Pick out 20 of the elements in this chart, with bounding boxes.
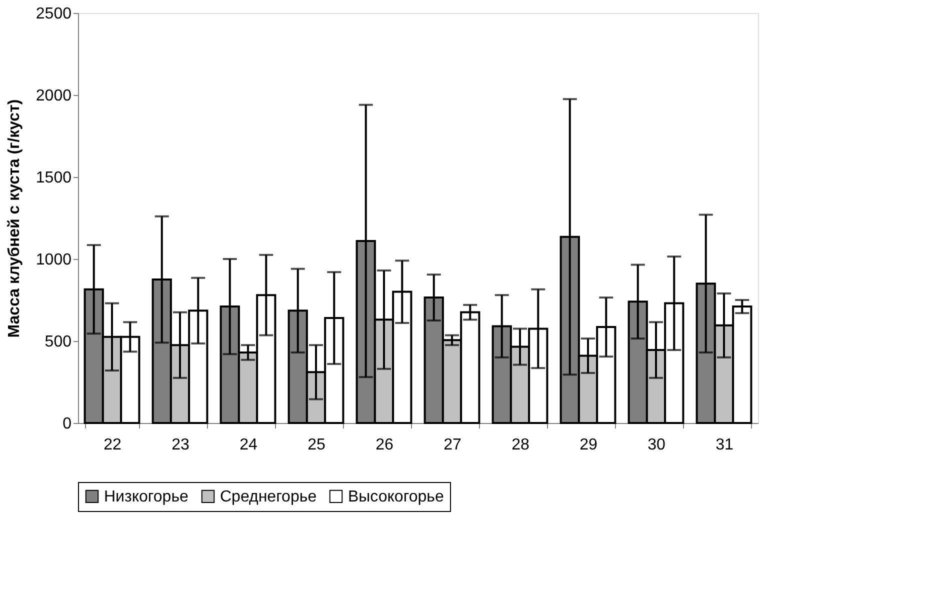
x-tick-label: 25 [308, 436, 326, 454]
x-tick-label: 22 [104, 436, 122, 454]
x-tick-label: 27 [444, 436, 462, 454]
y-tick-label: 0 [62, 416, 72, 432]
x-tick-label: 23 [172, 436, 190, 454]
legend-label: Среднегорье [220, 488, 317, 506]
x-tick-label: 30 [648, 436, 666, 454]
y-tick-label: 1000 [36, 252, 72, 268]
x-tick-label: 28 [512, 436, 530, 454]
x-tick-label: 29 [580, 436, 598, 454]
y-tick-label: 2000 [36, 88, 72, 104]
x-tick-label: 24 [240, 436, 258, 454]
y-tick-label: 2500 [36, 6, 72, 22]
y-axis-title: Масса клубней с куста (г/куст) [6, 99, 23, 338]
y-tick-label: 1500 [36, 170, 72, 186]
x-tick-label: 31 [716, 436, 734, 454]
x-tick-label: 26 [376, 436, 394, 454]
y-tick-label: 500 [44, 334, 72, 350]
legend-label: Высокогорье [348, 488, 444, 506]
legend-label: Низкогорье [104, 488, 189, 506]
